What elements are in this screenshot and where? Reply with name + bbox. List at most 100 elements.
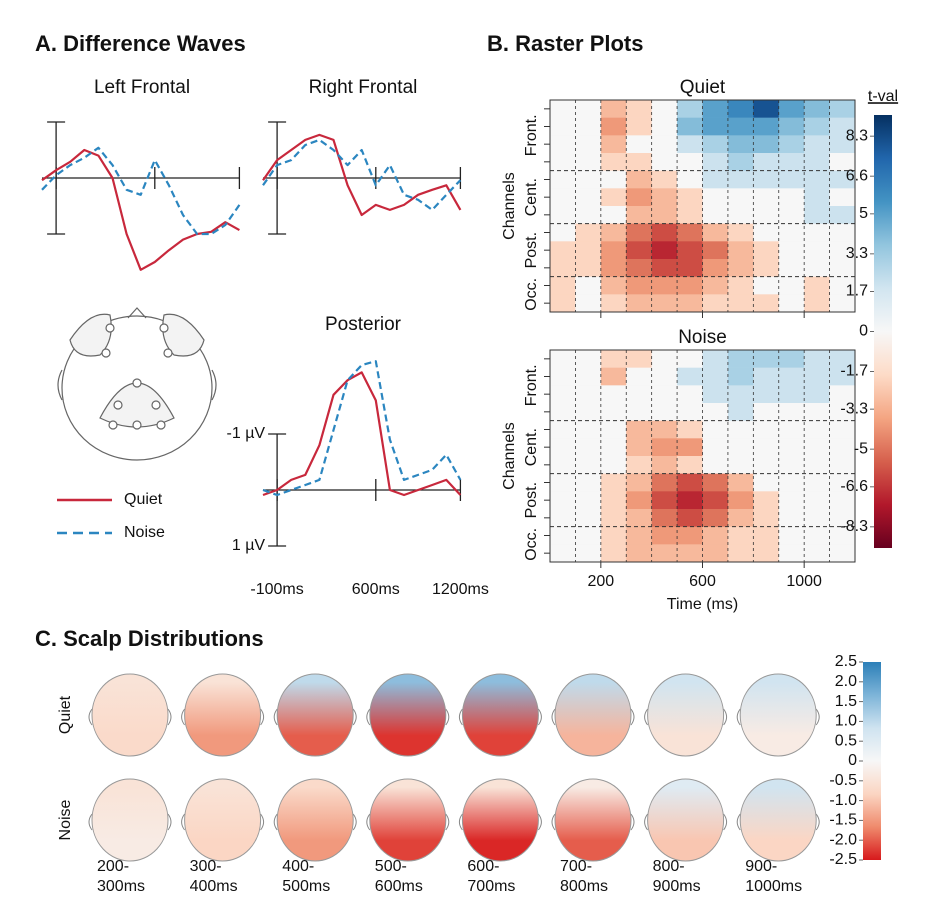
row-group-label: Occ.	[523, 528, 540, 561]
heat-cell	[702, 367, 729, 386]
heat-cell	[804, 223, 830, 242]
colorbar-tick-label: -1.0	[829, 792, 857, 809]
heat-cell	[575, 100, 602, 118]
column-label: 600ms	[375, 878, 423, 895]
heat-cell	[753, 135, 780, 154]
colorbar-tick-label: 0	[859, 323, 868, 340]
x-tick-label: -100ms	[250, 581, 303, 598]
colorbar-tick-label: 1.0	[835, 713, 857, 730]
heat-cell	[651, 438, 678, 457]
heat-cell	[575, 526, 602, 545]
heat-cell	[550, 420, 576, 439]
wave-line	[262, 360, 462, 497]
heat-cell	[727, 206, 754, 224]
heat-cell	[600, 420, 627, 439]
heat-cell	[575, 294, 602, 313]
heat-cell	[702, 456, 729, 474]
heat-cell	[778, 294, 805, 313]
heat-cell	[727, 223, 754, 242]
heat-cell	[804, 153, 830, 171]
heat-cell	[804, 438, 830, 457]
heat-cell	[702, 117, 729, 136]
heat-cell	[727, 100, 754, 118]
heat-cell	[702, 509, 729, 527]
heat-cell	[626, 544, 652, 563]
heat-cell	[677, 206, 703, 224]
heat-cell	[550, 473, 576, 492]
map-ears	[736, 813, 820, 831]
heat-cell	[753, 170, 780, 189]
heat-cell	[677, 509, 703, 527]
y-tick-label: 1 µV	[232, 537, 266, 554]
heat-cell	[600, 509, 627, 527]
heat-cell	[829, 276, 856, 295]
heat-cell	[804, 544, 830, 563]
map-ears	[366, 813, 450, 831]
x-tick-label: 600ms	[352, 581, 400, 598]
heat-cell	[829, 117, 856, 136]
heat-cell	[727, 276, 754, 295]
heat-cell	[829, 153, 856, 171]
heat-cell	[829, 223, 856, 242]
heat-cell	[550, 509, 576, 527]
heat-cell	[753, 276, 780, 295]
heat-cell	[677, 456, 703, 474]
heat-cell	[575, 223, 602, 242]
heat-cell	[677, 223, 703, 242]
heat-cell	[753, 403, 780, 421]
heat-cell	[778, 385, 805, 404]
heat-cell	[626, 403, 652, 421]
heat-cell	[702, 350, 729, 368]
heat-cell	[753, 491, 780, 510]
heat-cell	[575, 385, 602, 404]
heat-cell	[778, 100, 805, 118]
legend-label: Quiet	[124, 491, 163, 508]
heat-cell	[778, 544, 805, 563]
heat-cell	[600, 473, 627, 492]
heat-cell	[550, 491, 576, 510]
heat-cell	[804, 367, 830, 386]
scalp-map	[369, 673, 447, 757]
heat-cell	[626, 223, 652, 242]
map-ears	[273, 708, 357, 726]
panel-title: C. Scalp Distributions	[35, 626, 264, 651]
heat-cell	[600, 188, 627, 207]
subplot-title: Quiet	[680, 77, 726, 98]
heat-cell	[804, 491, 830, 510]
heat-cell	[651, 117, 678, 136]
colorbar-tick-label: -0.5	[829, 772, 857, 789]
colorbar-tick-label: 6.6	[846, 167, 868, 184]
heat-cell	[804, 473, 830, 492]
heat-cell	[778, 350, 805, 368]
heat-cell	[702, 544, 729, 563]
heat-cell	[626, 294, 652, 313]
heat-cell	[651, 241, 678, 260]
heat-cell	[804, 100, 830, 118]
heat-cell	[804, 294, 830, 313]
heat-cell	[626, 509, 652, 527]
heat-cell	[727, 188, 754, 207]
column-label: 800-	[653, 858, 685, 875]
panel-title: A. Difference Waves	[35, 31, 246, 56]
heat-cell	[778, 206, 805, 224]
heat-cell	[575, 420, 602, 439]
heat-cell	[804, 276, 830, 295]
heat-cell	[600, 170, 627, 189]
heat-cell	[702, 473, 729, 492]
x-tick-label: 600	[689, 573, 716, 590]
heat-cell	[702, 188, 729, 207]
colorbar-tick-label: 8.3	[846, 127, 868, 144]
map-ears	[458, 708, 542, 726]
row-group-label: Post.	[523, 482, 540, 518]
wave-line	[41, 146, 241, 236]
legend-label: Noise	[124, 524, 165, 541]
colorbar-tick-label: 2.0	[835, 673, 857, 690]
heat-cell	[550, 153, 576, 171]
map-ears	[458, 813, 542, 831]
heat-cell	[626, 100, 652, 118]
heat-cell	[550, 367, 576, 386]
map-ears	[273, 813, 357, 831]
heat-cell	[829, 294, 856, 313]
heat-cell	[651, 509, 678, 527]
heat-cell	[727, 491, 754, 510]
